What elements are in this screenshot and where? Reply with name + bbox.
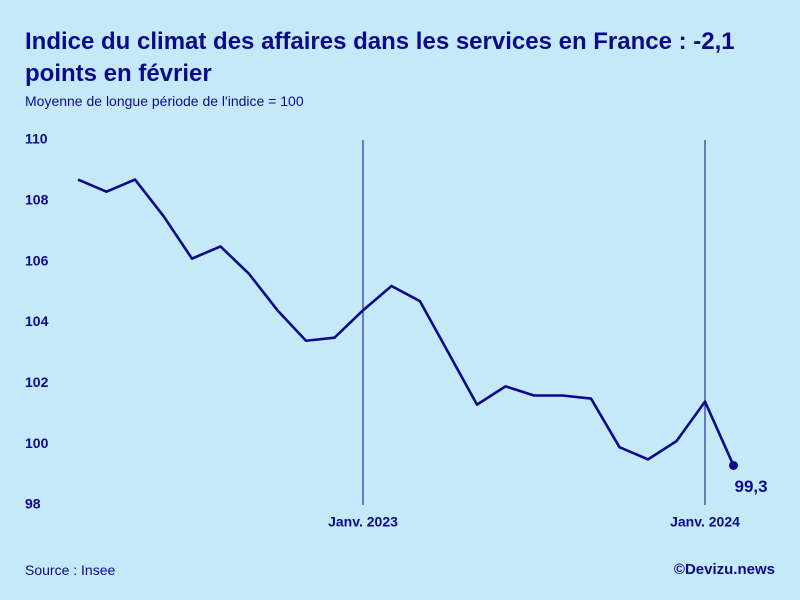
credit: ©Devizu.news (673, 561, 775, 578)
y-tick-label: 100 (25, 435, 49, 451)
value-label: 99,3 (735, 477, 768, 496)
line-series (77, 178, 735, 466)
source: Source : Insee (25, 562, 116, 578)
x-tick-label: Janv. 2024 (670, 514, 740, 530)
y-tick-label: 104 (25, 313, 49, 329)
y-tick-label: 110 (25, 131, 48, 147)
chart-subtitle: Moyenne de longue période de l'indice = … (25, 93, 304, 109)
y-tick-label: 106 (25, 252, 49, 268)
y-tick-label: 108 (25, 192, 49, 208)
y-tick-label: 98 (25, 496, 41, 512)
chart-title: Indice du climat des affaires dans les s… (25, 28, 735, 87)
x-tick-label: Janv. 2023 (328, 514, 398, 530)
end-point (729, 460, 738, 470)
y-tick-label: 102 (25, 374, 49, 390)
